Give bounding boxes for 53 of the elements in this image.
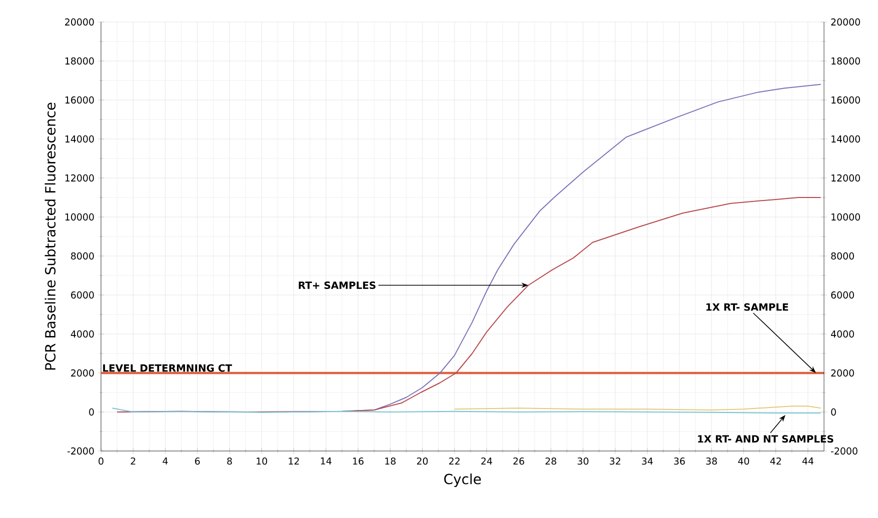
y-tick-label: 8000 — [71, 252, 94, 260]
x-tick-label: 30 — [578, 458, 588, 465]
y2-tick-label: 8000 — [831, 252, 854, 260]
x-tick-label: 4 — [162, 458, 168, 464]
x-tick-label: 6 — [195, 458, 200, 465]
x-tick-label: 8 — [227, 458, 232, 465]
y2-tick-label: 10000 — [832, 213, 860, 221]
x-tick-label: 42 — [770, 458, 781, 465]
x-tick-label: 0 — [98, 458, 104, 465]
x-axis-title: Cycle — [444, 474, 481, 487]
x-tick-label: 18 — [385, 458, 396, 465]
y-tick-label: 0 — [89, 408, 94, 416]
y-tick-label: 14000 — [65, 135, 94, 143]
y2-tick-label: 18000 — [832, 57, 860, 65]
annotation: RT+ SAMPLES — [298, 281, 376, 290]
annotation: 1X RT- SAMPLE — [706, 303, 788, 311]
x-tick-label: 40 — [738, 458, 750, 465]
y-tick-label: 12000 — [65, 174, 94, 182]
y2-tick-label: 12000 — [832, 174, 860, 182]
x-tick-label: 28 — [546, 458, 556, 465]
y-tick-label: 18000 — [65, 57, 94, 65]
x-tick-label: 44 — [802, 458, 814, 464]
y2-tick-label: 16000 — [832, 96, 860, 104]
y2-tick-label: 4000 — [830, 330, 854, 338]
x-tick-label: 38 — [706, 458, 717, 465]
x-tick-label: 22 — [449, 458, 460, 465]
x-tick-label: 2 — [130, 458, 136, 465]
x-tick-label: 34 — [642, 458, 653, 465]
y2-tick-label: 20000 — [831, 18, 860, 26]
y-axis-title: PCR Baseline Subtracted Fluorescence — [44, 102, 56, 370]
x-tick-label: 12 — [288, 458, 299, 465]
y-tick-label: 16000 — [65, 96, 94, 104]
x-tick-label: 20 — [417, 458, 428, 465]
x-tick-label: 16 — [353, 458, 364, 465]
y-tick-label: 20000 — [65, 18, 94, 26]
x-tick-label: 32 — [610, 458, 620, 465]
y-tick-label: -2000 — [67, 447, 94, 455]
x-tick-label: 36 — [674, 458, 685, 465]
x-tick-label: 14 — [320, 458, 332, 464]
y-tick-label: 10000 — [65, 213, 94, 221]
x-tick-label: 10 — [256, 458, 268, 465]
y-tick-label: 4000 — [70, 330, 94, 338]
y2-tick-label: -2000 — [830, 447, 858, 455]
annotation: 1X RT- AND NT SAMPLES — [698, 435, 834, 443]
y-tick-label: 2000 — [71, 369, 94, 377]
y2-tick-label: 14000 — [832, 135, 860, 143]
x-tick-label: 24 — [481, 458, 492, 465]
y-tick-label: 6000 — [71, 291, 94, 299]
y2-tick-label: 6000 — [831, 291, 854, 299]
ref-line-label: LEVEL DETERMNING CT — [103, 364, 232, 372]
y2-tick-label: 0 — [831, 408, 836, 416]
x-tick-label: 26 — [513, 458, 524, 465]
y2-tick-label: 2000 — [831, 369, 854, 377]
